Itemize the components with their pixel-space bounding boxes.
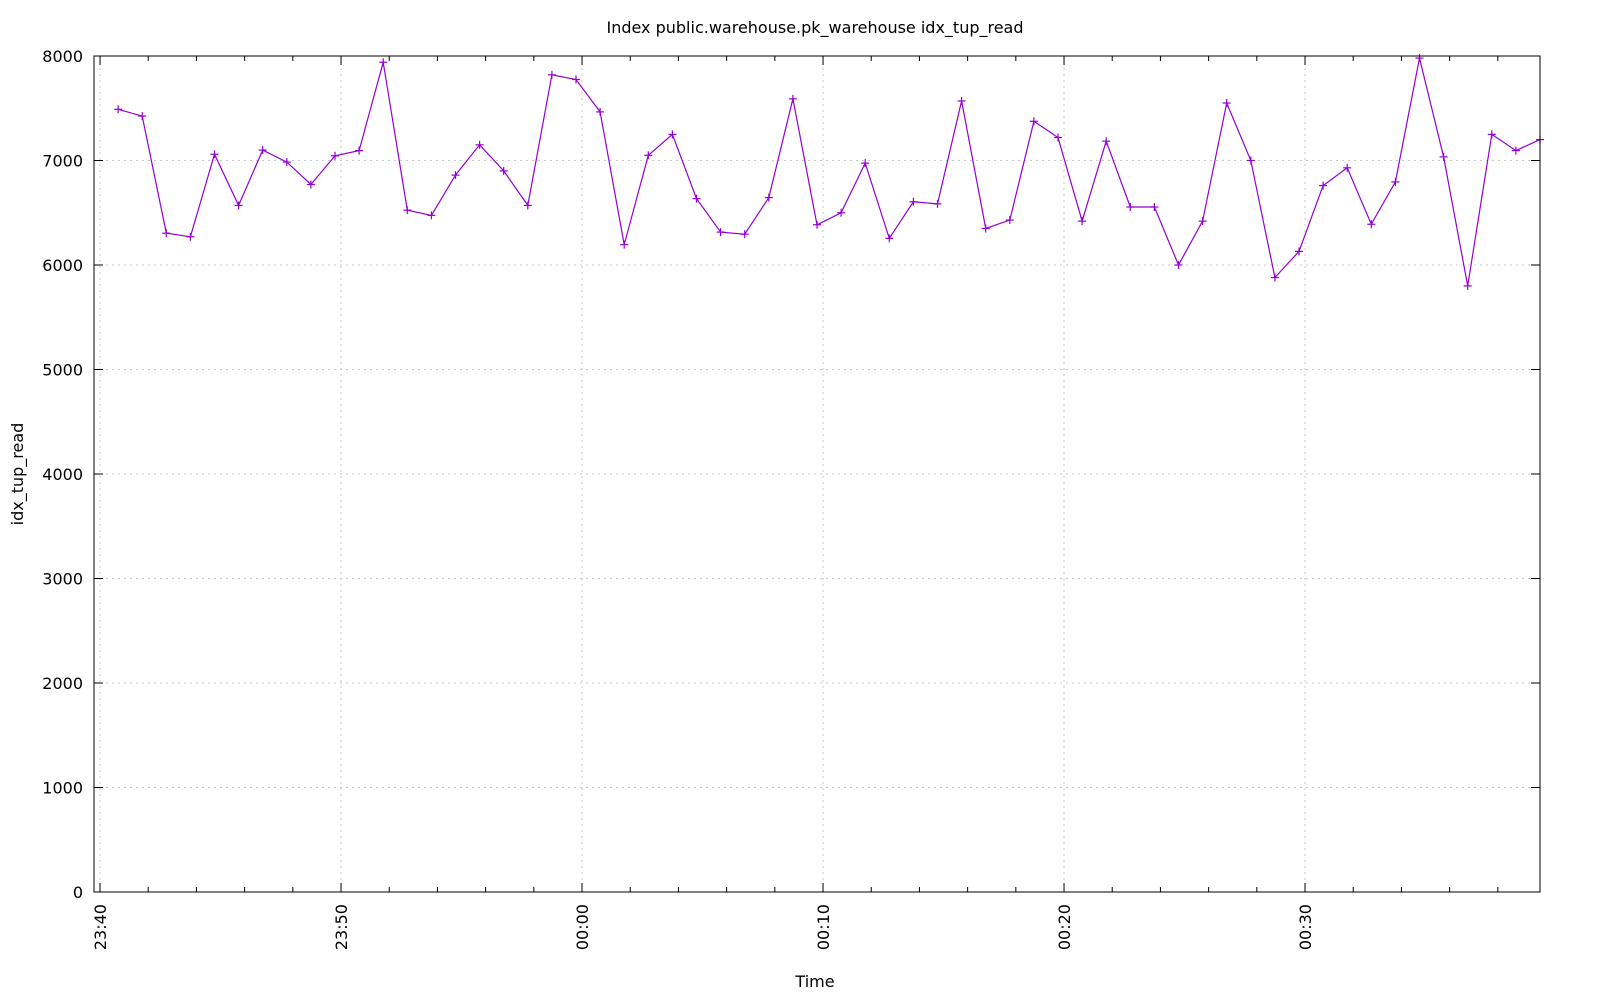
data-point — [138, 112, 147, 121]
data-point — [957, 96, 966, 105]
data-point — [572, 75, 580, 84]
data-point — [1367, 220, 1376, 229]
y-tick-label: 1000 — [42, 779, 83, 798]
y-tick-label: 5000 — [42, 361, 83, 380]
data-point — [523, 201, 532, 210]
data-point — [355, 146, 364, 155]
y-tick-label: 8000 — [42, 47, 83, 66]
data-point — [885, 234, 894, 243]
data-point — [1270, 273, 1279, 282]
data-point — [1295, 247, 1303, 256]
data-point — [1319, 181, 1328, 190]
series-line — [117, 57, 1541, 287]
data-point — [499, 166, 508, 175]
data-point — [403, 206, 412, 215]
data-point — [1198, 217, 1207, 226]
y-axis-label: idx_tup_read — [8, 423, 28, 526]
data-point — [1054, 133, 1062, 142]
data-point — [379, 58, 388, 67]
y-tick-label: 4000 — [42, 465, 83, 484]
plot-frame — [93, 55, 1541, 893]
y-tick-label: 0 — [73, 883, 83, 902]
data-point — [451, 171, 460, 180]
y-tick-labels: 0 1000 2000 3000 4000 5000 6000 7000 8000 — [42, 47, 83, 902]
data-point — [861, 159, 870, 168]
data-point — [1102, 137, 1111, 146]
data-point — [813, 220, 821, 229]
data-point — [1511, 146, 1520, 155]
y-tick-label: 6000 — [42, 256, 83, 275]
data-point — [234, 201, 243, 210]
data-point — [1029, 117, 1038, 126]
data-point — [114, 105, 123, 114]
data-point — [162, 229, 171, 238]
x-tick-label: 00:30 — [1296, 904, 1315, 950]
data-point — [475, 140, 484, 149]
y-tick-label: 3000 — [42, 570, 83, 589]
data-point — [210, 150, 219, 159]
x-tick-label: 00:20 — [1055, 904, 1074, 950]
data-point — [692, 194, 701, 203]
data-point — [1463, 281, 1472, 290]
data-point — [764, 193, 773, 202]
data-point — [668, 130, 677, 139]
data-point — [427, 211, 436, 220]
data-point — [716, 228, 725, 237]
data-point — [644, 151, 653, 160]
data-point — [1415, 54, 1424, 63]
data-point — [620, 240, 629, 249]
chart-title: Index public.warehouse.pk_warehouse idx_… — [606, 18, 1023, 38]
gridlines — [94, 56, 1540, 892]
data-point — [837, 208, 846, 217]
data-point — [1174, 261, 1183, 269]
data-point — [1222, 99, 1231, 108]
x-tick-label: 00:10 — [814, 904, 833, 950]
x-tick-labels: 23:40 23:50 00:00 00:10 00:20 00:30 — [91, 904, 1315, 950]
y-tick-label: 7000 — [42, 152, 83, 171]
data-point — [1487, 130, 1496, 139]
data-point — [909, 197, 918, 206]
data-point — [1150, 203, 1159, 212]
series-layer — [114, 54, 1544, 290]
data-point — [788, 94, 797, 103]
x-tick-label: 23:50 — [332, 904, 351, 950]
data-point — [331, 151, 339, 160]
data-point — [306, 180, 315, 189]
data-point — [1391, 177, 1400, 186]
x-tick-label: 00:00 — [573, 904, 592, 950]
data-point — [1343, 163, 1352, 172]
y-tick-label: 2000 — [42, 674, 83, 693]
data-point — [186, 232, 195, 241]
data-point — [981, 224, 990, 233]
data-point — [1439, 152, 1448, 161]
data-point — [1246, 156, 1255, 165]
data-point — [1005, 216, 1014, 225]
data-point — [933, 199, 942, 208]
data-point — [282, 158, 291, 167]
data-point — [547, 70, 556, 79]
data-point — [1078, 217, 1087, 226]
data-point — [258, 146, 267, 155]
x-axis-label: Time — [794, 972, 834, 991]
data-point — [596, 107, 605, 116]
x-tick-label: 23:40 — [91, 904, 110, 950]
data-point — [740, 230, 749, 239]
data-point — [1126, 203, 1135, 212]
